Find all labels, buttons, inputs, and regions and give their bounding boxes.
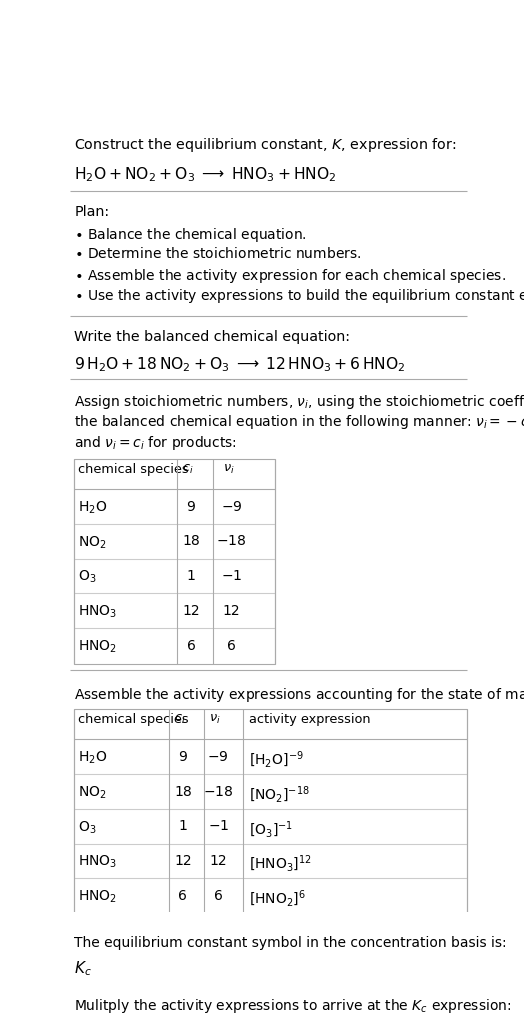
Text: 6: 6 [179,889,187,903]
Text: $[\mathrm{HNO_3}]^{12}$: $[\mathrm{HNO_3}]^{12}$ [249,854,312,874]
Text: $-18$: $-18$ [203,784,233,798]
FancyBboxPatch shape [74,709,467,914]
Text: 18: 18 [174,784,192,798]
Text: The equilibrium constant symbol in the concentration basis is:: The equilibrium constant symbol in the c… [74,936,507,950]
Text: $\mathrm{HNO_3}$: $\mathrm{HNO_3}$ [78,604,117,620]
Text: 1: 1 [187,569,195,583]
Text: $\bullet$ Determine the stoichiometric numbers.: $\bullet$ Determine the stoichiometric n… [74,246,362,261]
Text: $-1$: $-1$ [221,569,242,583]
Text: $[\mathrm{HNO_2}]^{6}$: $[\mathrm{HNO_2}]^{6}$ [249,889,306,909]
Text: Assemble the activity expressions accounting for the state of matter and $\nu_i$: Assemble the activity expressions accoun… [74,686,524,704]
Text: Mulitply the activity expressions to arrive at the $K_c$ expression:: Mulitply the activity expressions to arr… [74,996,512,1015]
Text: Construct the equilibrium constant, $K$, expression for:: Construct the equilibrium constant, $K$,… [74,135,457,154]
Text: $[\mathrm{O_3}]^{-1}$: $[\mathrm{O_3}]^{-1}$ [249,819,293,839]
Text: $\bullet$ Balance the chemical equation.: $\bullet$ Balance the chemical equation. [74,226,307,244]
Text: $\mathrm{HNO_3}$: $\mathrm{HNO_3}$ [78,854,117,870]
Text: 12: 12 [223,604,241,618]
Text: $K_c$: $K_c$ [74,959,92,978]
Text: $\nu_i$: $\nu_i$ [223,463,234,477]
Text: $\bullet$ Assemble the activity expression for each chemical species.: $\bullet$ Assemble the activity expressi… [74,266,507,285]
Text: 6: 6 [227,639,236,653]
Text: chemical species: chemical species [78,713,188,727]
Text: $\mathrm{HNO_2}$: $\mathrm{HNO_2}$ [78,639,117,655]
Text: activity expression: activity expression [249,713,370,727]
Text: $\mathrm{O_3}$: $\mathrm{O_3}$ [78,569,96,585]
Text: 9: 9 [179,750,187,764]
Text: $\mathrm{H_2O + NO_2 + O_3 \;\longrightarrow\; HNO_3 + HNO_2}$: $\mathrm{H_2O + NO_2 + O_3 \;\longrighta… [74,166,337,184]
Text: and $\nu_i = c_i$ for products:: and $\nu_i = c_i$ for products: [74,434,237,452]
Text: 12: 12 [182,604,200,618]
Text: 12: 12 [210,854,227,868]
Text: $\nu_i$: $\nu_i$ [209,713,221,727]
Text: $\mathrm{O_3}$: $\mathrm{O_3}$ [78,819,96,835]
Text: 12: 12 [174,854,192,868]
Text: 9: 9 [187,499,195,514]
Text: $[\mathrm{H_2O}]^{-9}$: $[\mathrm{H_2O}]^{-9}$ [249,750,304,770]
Text: $\mathrm{H_2O}$: $\mathrm{H_2O}$ [78,750,107,767]
Text: $\mathrm{HNO_2}$: $\mathrm{HNO_2}$ [78,889,117,905]
Text: $-1$: $-1$ [208,819,229,833]
Text: 6: 6 [187,639,195,653]
Text: Plan:: Plan: [74,205,110,219]
Text: $\bullet$ Use the activity expressions to build the equilibrium constant express: $\bullet$ Use the activity expressions t… [74,287,524,305]
Text: $-18$: $-18$ [216,534,247,548]
FancyBboxPatch shape [72,1014,465,1025]
Text: $\mathrm{NO_2}$: $\mathrm{NO_2}$ [78,784,106,801]
Text: Assign stoichiometric numbers, $\nu_i$, using the stoichiometric coefficients, $: Assign stoichiometric numbers, $\nu_i$, … [74,393,524,411]
Text: $c_i$: $c_i$ [182,463,193,477]
Text: $\mathrm{9\,H_2O + 18\,NO_2 + O_3 \;\longrightarrow\; 12\,HNO_3 + 6\,HNO_2}$: $\mathrm{9\,H_2O + 18\,NO_2 + O_3 \;\lon… [74,355,406,374]
Text: $[\mathrm{NO_2}]^{-18}$: $[\mathrm{NO_2}]^{-18}$ [249,784,310,805]
Text: chemical species: chemical species [78,463,188,477]
FancyBboxPatch shape [74,459,275,664]
Text: 1: 1 [179,819,187,833]
Text: $c_i$: $c_i$ [174,713,185,727]
Text: $-9$: $-9$ [221,499,242,514]
Text: $\mathrm{H_2O}$: $\mathrm{H_2O}$ [78,499,107,516]
Text: the balanced chemical equation in the following manner: $\nu_i = -c_i$ for react: the balanced chemical equation in the fo… [74,413,524,432]
Text: $-9$: $-9$ [208,750,229,764]
Text: Write the balanced chemical equation:: Write the balanced chemical equation: [74,330,351,343]
Text: $\mathrm{NO_2}$: $\mathrm{NO_2}$ [78,534,106,550]
Text: 18: 18 [182,534,200,548]
Text: 6: 6 [214,889,223,903]
